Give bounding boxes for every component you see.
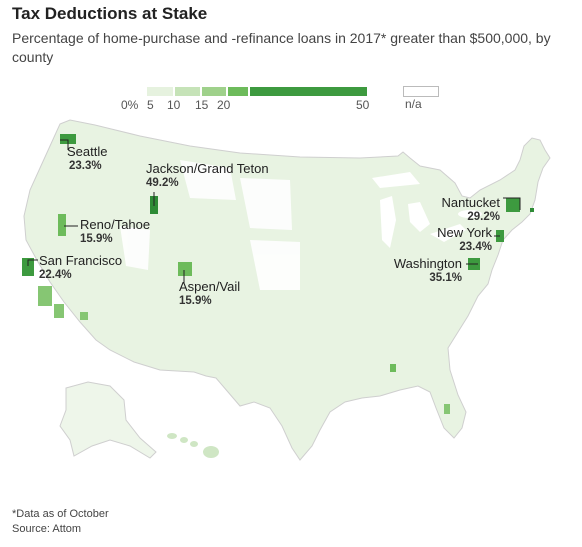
footnote-source: Source: Attom [12, 523, 82, 535]
callout-name: Washington [393, 256, 462, 271]
high-loan-counties [22, 134, 534, 414]
callout-leaders [27, 139, 521, 284]
callout-seattle: Seattle 23.3% [67, 145, 107, 173]
callout-name: Reno/Tahoe [80, 217, 151, 232]
callout-washington: Washington 35.1% [378, 257, 462, 285]
callout-name: Jackson/Grand Teton [146, 161, 269, 176]
great-lakes [372, 172, 482, 248]
chart-title: Tax Deductions at Stake [12, 4, 208, 23]
hawaii-land [167, 433, 219, 458]
callout-value: 22.4% [39, 269, 72, 281]
callout-value: 23.4% [459, 241, 492, 253]
callout-name: Aspen/Vail [179, 279, 241, 294]
callout-reno-tahoe: Reno/Tahoe 15.9% [80, 218, 150, 246]
callout-san-francisco: San Francisco 22.4% [39, 254, 122, 282]
callout-nantucket: Nantucket 29.2% [428, 196, 500, 224]
callout-jackson: Jackson/Grand Teton 49.2% [146, 162, 269, 190]
callout-value: 35.1% [429, 272, 462, 284]
callout-value: 49.2% [146, 177, 179, 189]
footnote: *Data as of October Source: Attom [12, 507, 109, 537]
callout-name: Seattle [67, 144, 108, 159]
callout-name: San Francisco [39, 253, 123, 268]
callout-new-york: New York 23.4% [424, 226, 492, 254]
callout-aspen-vail: Aspen/Vail 15.9% [179, 280, 240, 308]
callout-value: 15.9% [80, 233, 113, 245]
callout-name: Nantucket [441, 195, 500, 210]
footnote-note: *Data as of October [12, 508, 109, 520]
chart-subtitle: Percentage of home-purchase and -refinan… [12, 30, 551, 65]
alaska-land [59, 381, 157, 459]
callout-value: 29.2% [467, 211, 500, 223]
low-data-regions [120, 160, 300, 290]
callout-value: 23.3% [69, 160, 102, 172]
callout-value: 15.9% [179, 295, 212, 307]
callout-name: New York [437, 225, 492, 240]
